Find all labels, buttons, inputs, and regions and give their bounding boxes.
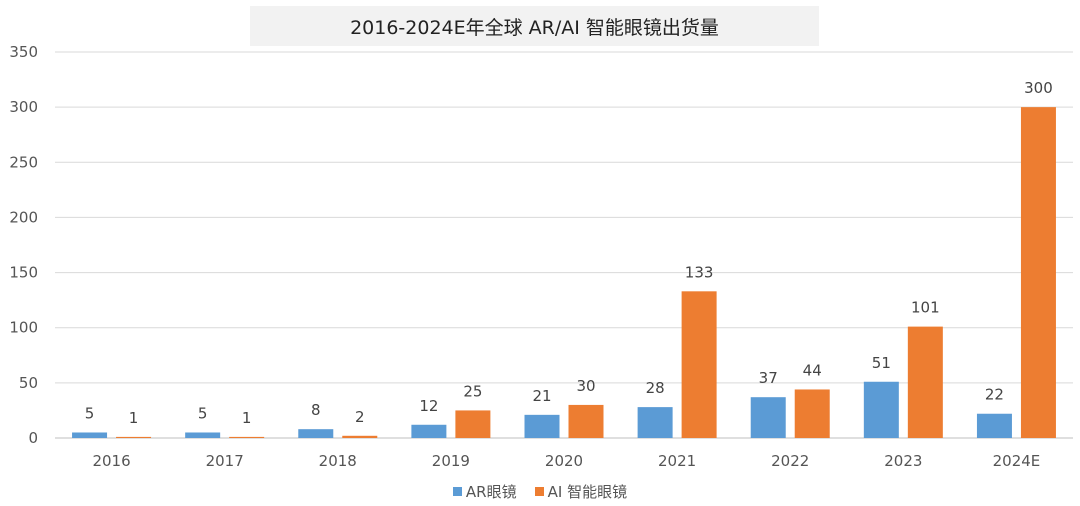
bar-ar: [72, 432, 108, 438]
data-label: 8: [311, 401, 321, 419]
legend-item-ai: AI 智能眼镜: [534, 481, 628, 502]
bar-ar: [863, 381, 899, 438]
x-tick-label: 2016: [92, 452, 130, 470]
data-label: 44: [803, 361, 822, 379]
bar-ai: [681, 291, 717, 438]
bar-ar: [750, 397, 786, 438]
x-tick-label: 2017: [206, 452, 244, 470]
data-label: 30: [576, 377, 595, 395]
chart-title-box: 2016-2024E年全球 AR/AI 智能眼镜出货量: [250, 6, 819, 46]
data-label: 101: [911, 299, 940, 317]
y-tick-label: 300: [9, 98, 38, 116]
legend-label-ai: AI 智能眼镜: [547, 483, 628, 501]
y-tick-label: 50: [19, 374, 38, 392]
x-tick-label: 2019: [432, 452, 470, 470]
x-tick-label: 2024E: [993, 452, 1041, 470]
data-label: 12: [419, 397, 438, 415]
bar-ar: [185, 432, 221, 438]
bar-ai: [1020, 107, 1056, 439]
data-label: 37: [759, 369, 778, 387]
legend-swatch-ai: [534, 487, 544, 496]
data-label: 133: [685, 263, 714, 281]
data-label: 28: [646, 379, 665, 397]
data-label: 1: [242, 409, 252, 427]
bar-ar: [411, 424, 447, 438]
y-tick-label: 100: [9, 319, 38, 337]
x-tick-label: 2020: [545, 452, 583, 470]
bar-ai: [907, 326, 943, 438]
legend: AR眼镜 AI 智能眼镜: [0, 481, 1080, 502]
bar-ai: [794, 389, 830, 438]
data-label: 5: [198, 404, 208, 422]
data-label: 21: [532, 387, 551, 405]
bar-ai: [229, 436, 265, 438]
y-tick-label: 150: [9, 264, 38, 282]
x-tick-label: 2022: [771, 452, 809, 470]
legend-item-ar: AR眼镜: [452, 481, 517, 502]
bar-ar: [298, 429, 334, 438]
y-tick-label: 350: [9, 43, 38, 61]
legend-label-ar: AR眼镜: [465, 483, 517, 501]
data-label: 300: [1024, 79, 1053, 97]
data-label: 2: [355, 408, 365, 426]
bar-ai: [116, 436, 152, 438]
x-tick-label: 2018: [319, 452, 357, 470]
chart-title: 2016-2024E年全球 AR/AI 智能眼镜出货量: [350, 16, 719, 39]
bar-ar: [524, 414, 560, 438]
legend-swatch-ar: [452, 487, 462, 496]
data-label: 22: [985, 386, 1004, 404]
bar-ai: [342, 435, 378, 438]
bar-ai: [455, 410, 491, 438]
data-label: 5: [85, 404, 95, 422]
data-label: 25: [463, 382, 482, 400]
x-tick-label: 2023: [884, 452, 922, 470]
y-tick-label: 200: [9, 208, 38, 226]
bar-ar: [976, 413, 1012, 438]
data-label: 1: [129, 409, 139, 427]
bar-ar: [637, 407, 673, 438]
y-tick-label: 0: [28, 429, 38, 447]
data-label: 51: [872, 354, 891, 372]
bar-ai: [568, 404, 604, 438]
y-tick-label: 250: [9, 153, 38, 171]
x-tick-label: 2021: [658, 452, 696, 470]
